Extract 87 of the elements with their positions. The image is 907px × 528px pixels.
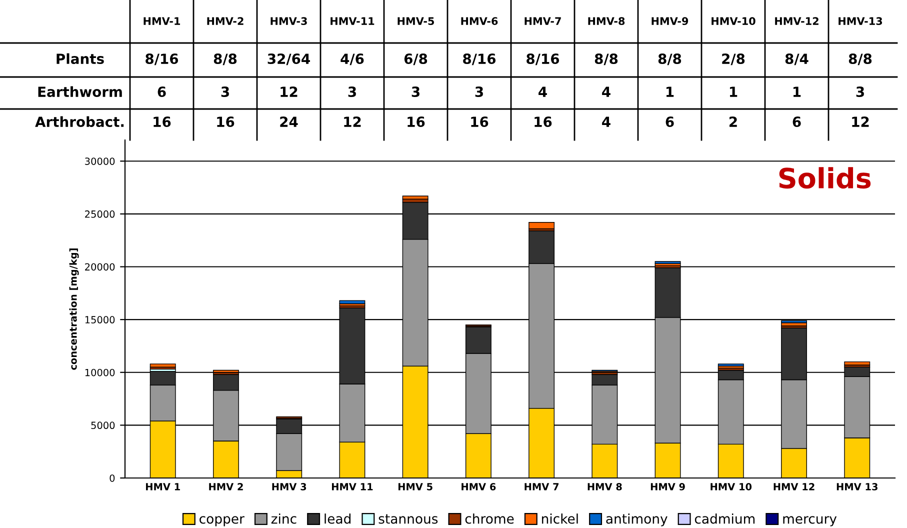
- text: 4: [538, 86, 547, 97]
- legend-label: nickel: [542, 514, 578, 524]
- text: 3: [221, 86, 229, 98]
- text: HMV-11: [330, 17, 374, 25]
- text: 6: [792, 116, 801, 128]
- text: HMV-1: [144, 17, 180, 25]
- text: 8/16: [463, 54, 496, 66]
- text: Plants: [56, 53, 104, 64]
- text: HMV-7: [524, 17, 561, 25]
- y-axis-title: concentration [mg/kg]: [69, 248, 79, 370]
- legend-label: chrome: [465, 514, 514, 524]
- legend-label: cadmium: [694, 514, 755, 524]
- text: 6: [158, 86, 166, 98]
- text: 8/8: [214, 54, 237, 66]
- text: 16: [408, 116, 425, 128]
- legend-label: mercury: [783, 516, 837, 526]
- y-tick-label: 25000: [85, 210, 115, 218]
- legend-label: zinc: [271, 514, 296, 524]
- text: 16: [154, 116, 171, 128]
- text: 6/8: [404, 54, 428, 66]
- bar: [528, 222, 555, 230]
- text: 3: [348, 86, 356, 98]
- x-tick-label: HMV 2: [209, 483, 243, 490]
- text: 12: [280, 86, 298, 97]
- y-tick-label: 10000: [85, 368, 115, 376]
- text: 12: [852, 116, 869, 127]
- text: HMV-13: [838, 17, 882, 26]
- x-tick-label: HMV 3: [272, 483, 306, 490]
- bar: [844, 361, 870, 366]
- text: 24: [280, 116, 298, 127]
- text: 3: [856, 86, 864, 98]
- legend-label: copper: [200, 516, 244, 526]
- text: HMV-9: [652, 17, 688, 26]
- y-tick-label: 5000: [91, 422, 115, 430]
- text: 3: [412, 86, 420, 98]
- x-tick-label: HMV 9: [650, 483, 685, 490]
- text: 16: [217, 116, 234, 128]
- text: 12: [344, 116, 361, 127]
- text: 8/8: [848, 54, 872, 66]
- text: Solids: [779, 167, 871, 189]
- text: 4: [602, 116, 610, 127]
- legend-label: antimony: [606, 514, 668, 526]
- bar: [339, 300, 366, 304]
- y-tick-label: 15000: [85, 316, 115, 324]
- text: 8/8: [658, 54, 682, 66]
- bar: [150, 364, 176, 368]
- text: Earthworm: [38, 86, 122, 98]
- text: 8/16: [146, 54, 178, 66]
- text: 8/8: [594, 54, 618, 66]
- bar: [654, 261, 681, 264]
- text: HMV-12: [775, 17, 818, 25]
- bar: [402, 196, 428, 200]
- y-tick-label: 0: [110, 474, 115, 482]
- text: 4/6: [340, 54, 364, 66]
- text: 4: [602, 86, 610, 97]
- text: 1: [730, 86, 738, 97]
- y-tick-label: 20000: [85, 263, 115, 271]
- text: 3: [475, 86, 483, 98]
- text: Arthrobact.: [35, 116, 124, 128]
- text: 32/64: [268, 54, 310, 66]
- legend-label: lead: [324, 514, 350, 524]
- x-tick-label: HMV 12: [774, 483, 814, 490]
- text: HMV-8: [588, 17, 625, 26]
- text: HMV-3: [270, 17, 307, 26]
- text: HMV-10: [712, 17, 756, 26]
- x-tick-label: HMV 6: [462, 483, 496, 490]
- text: 8/4: [785, 54, 808, 66]
- text: 16: [534, 116, 552, 128]
- x-tick-label: HMV 5: [398, 483, 432, 490]
- text: 6: [666, 116, 674, 128]
- text: 2/8: [722, 54, 745, 66]
- x-tick-label: HMV 11: [332, 483, 373, 490]
- x-tick-label: HMV 10: [710, 483, 752, 490]
- text: 8/16: [526, 54, 560, 66]
- legend-label: stannous: [378, 514, 438, 524]
- text: 1: [666, 86, 674, 97]
- y-tick-label: 30000: [85, 158, 115, 165]
- x-tick-label: HMV 13: [836, 483, 878, 490]
- text: HMV-2: [207, 17, 244, 25]
- x-tick-label: HMV 8: [588, 483, 622, 490]
- text: 2: [730, 116, 737, 127]
- x-tick-label: HMV 7: [524, 483, 559, 490]
- text: 16: [471, 116, 488, 128]
- x-tick-label: HMV 1: [146, 483, 180, 490]
- text: 1: [793, 86, 801, 97]
- text: HMV-5: [398, 17, 434, 26]
- text: HMV-6: [461, 17, 498, 26]
